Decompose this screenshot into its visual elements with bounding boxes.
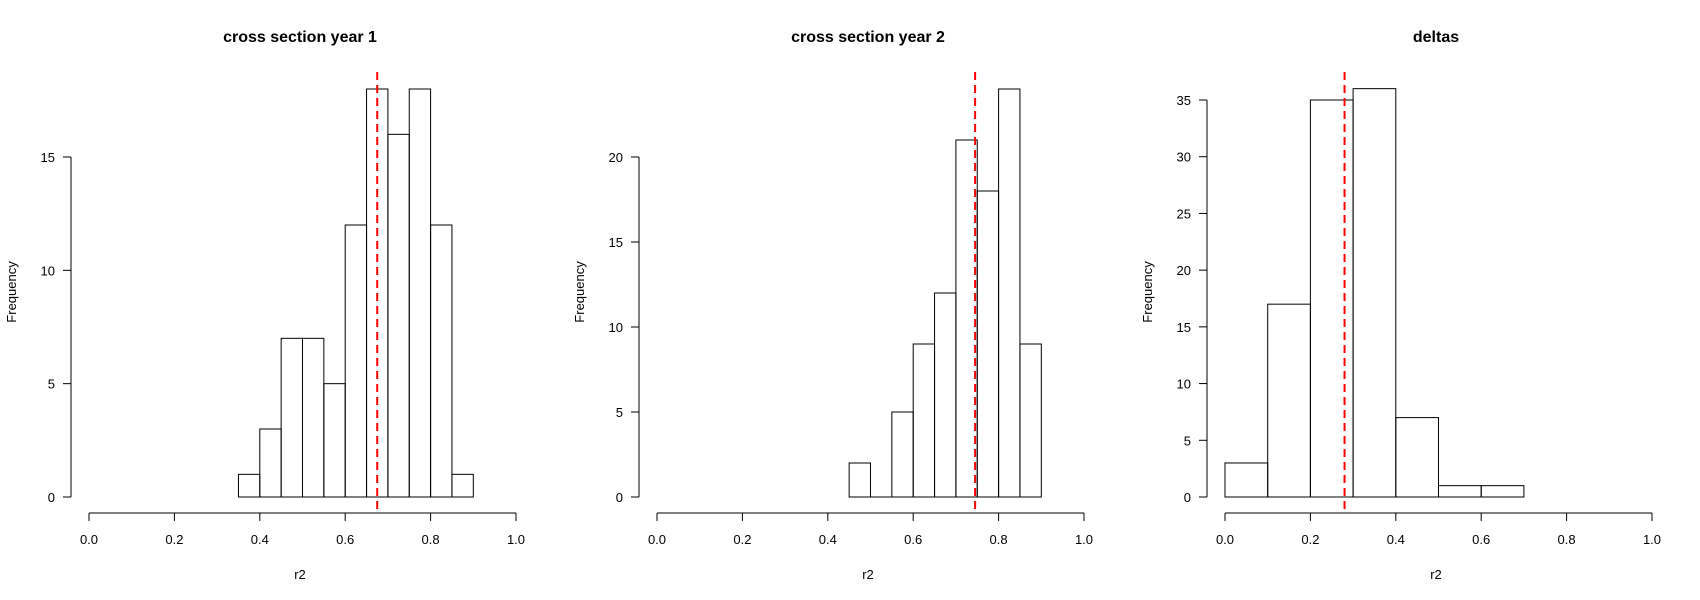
- y-tick-label: 0: [616, 490, 623, 505]
- x-tick-label: 0.6: [336, 532, 354, 547]
- y-axis-label: Frequency: [1140, 261, 1155, 323]
- histogram-bar: [848, 462, 871, 498]
- x-tick-label: 0.8: [1558, 532, 1576, 547]
- panel-cross-section-year-1: cross section year 1 r2 Frequency 0.0 0.2…: [4, 29, 525, 582]
- histogram-bar: [912, 343, 936, 498]
- x-tick-label: 0.4: [819, 532, 837, 547]
- x-tick-label: 1.0: [1643, 532, 1661, 547]
- histogram-bar: [408, 88, 432, 498]
- histogram-bar: [1267, 303, 1311, 498]
- y-axis-label: Frequency: [4, 261, 19, 323]
- histogram-bar: [1352, 88, 1397, 498]
- chart-title: deltas: [1413, 29, 1459, 46]
- y-tick-label: 5: [1184, 433, 1191, 448]
- histogram-bar: [1224, 462, 1269, 498]
- y-tick-label: 0: [48, 490, 55, 505]
- histogram-bar: [280, 337, 303, 498]
- x-tick-label: 0.2: [1301, 532, 1319, 547]
- y-tick-label: 15: [1177, 320, 1191, 335]
- histogram-bar: [430, 224, 453, 498]
- histogram-bar: [344, 224, 368, 498]
- y-tick-label: 10: [1177, 377, 1191, 392]
- x-tick-label: 0.6: [904, 532, 922, 547]
- histogram-bar: [1438, 485, 1482, 498]
- histogram-bar: [1395, 417, 1439, 498]
- y-tick-label: 0: [1184, 490, 1191, 505]
- histogram-bar: [955, 139, 978, 498]
- x-tick-label: 1.0: [1075, 532, 1093, 547]
- histogram-bar: [387, 133, 410, 498]
- histogram-bar: [976, 190, 1000, 498]
- histogram-bar: [302, 337, 325, 498]
- x-tick-label: 0.8: [990, 532, 1008, 547]
- y-tick-label: 20: [1177, 263, 1191, 278]
- y-tick-label: 5: [616, 405, 623, 420]
- x-tick-label: 0.2: [165, 532, 183, 547]
- x-tick-label: 0.6: [1472, 532, 1490, 547]
- x-axis-label: r2: [1430, 567, 1442, 582]
- histogram-bar: [451, 473, 474, 498]
- x-tick-label: 0.4: [251, 532, 269, 547]
- y-tick-label: 10: [609, 320, 623, 335]
- histogram-bar: [891, 411, 914, 498]
- y-tick-label: 5: [48, 377, 55, 392]
- panel-deltas: deltas r2 Frequency 0.0 0.2 0.4 0.6 0.8 1.0 0 5…: [1140, 29, 1661, 582]
- y-axis-label: Frequency: [572, 261, 587, 323]
- chart-title: cross section year 2: [791, 29, 945, 46]
- y-tick-label: 25: [1177, 206, 1191, 221]
- x-tick-label: 0.4: [1387, 532, 1405, 547]
- x-tick-label: 0.0: [648, 532, 666, 547]
- histogram-bar: [1309, 99, 1354, 498]
- histogram-bar: [323, 383, 346, 498]
- histogram-bar: [237, 473, 261, 498]
- x-axis-label: r2: [862, 567, 874, 582]
- histogram-bar: [259, 428, 282, 498]
- x-tick-label: 0.8: [422, 532, 440, 547]
- histogram-bar: [1019, 343, 1042, 498]
- y-tick-label: 30: [1177, 150, 1191, 165]
- y-tick-label: 20: [609, 150, 623, 165]
- x-tick-label: 0.2: [733, 532, 751, 547]
- histogram-bar: [1480, 485, 1525, 498]
- y-tick-label: 15: [41, 150, 55, 165]
- y-tick-label: 15: [609, 235, 623, 250]
- x-axis-label: r2: [294, 567, 306, 582]
- histogram-bar: [998, 88, 1021, 498]
- y-tick-label: 35: [1177, 93, 1191, 108]
- x-tick-label: 1.0: [507, 532, 525, 547]
- histogram-bar: [934, 292, 957, 498]
- chart-title: cross section year 1: [223, 29, 377, 46]
- x-tick-label: 0.0: [80, 532, 98, 547]
- panel-cross-section-year-2: cross section year 2 r2 Frequency 0.0 0.2…: [572, 29, 1093, 582]
- y-tick-label: 10: [41, 263, 55, 278]
- x-tick-label: 0.0: [1216, 532, 1234, 547]
